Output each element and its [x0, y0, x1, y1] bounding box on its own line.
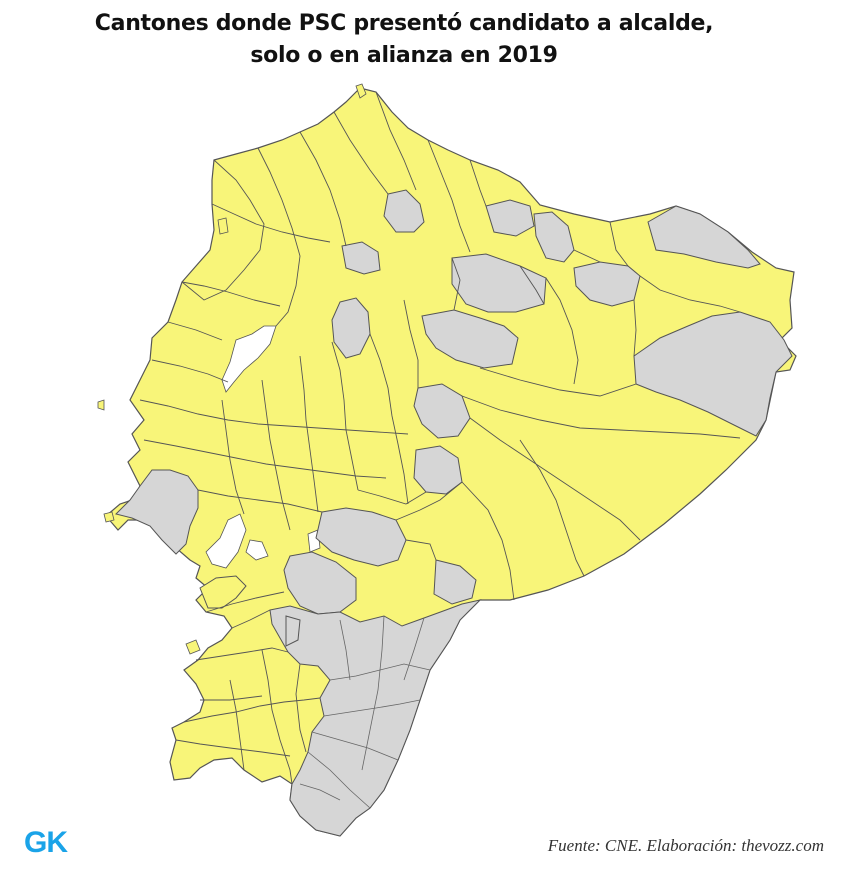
- map-title-line-1: Cantones donde PSC presentó candidato a …: [94, 11, 714, 36]
- map-title-line-2: solo o en alianza en 2019: [250, 43, 558, 68]
- gray-borders: [299, 615, 431, 809]
- map-title: Cantones donde PSC presentó candidato a …: [0, 8, 808, 72]
- gk-logo: GK: [24, 826, 68, 859]
- puna-island: [199, 575, 247, 609]
- coastal-islands: [97, 83, 367, 655]
- canton-borders: [139, 91, 741, 785]
- source-credit: Fuente: CNE. Elaboración: thevozz.com: [547, 836, 824, 855]
- gray-cantons: [115, 189, 793, 837]
